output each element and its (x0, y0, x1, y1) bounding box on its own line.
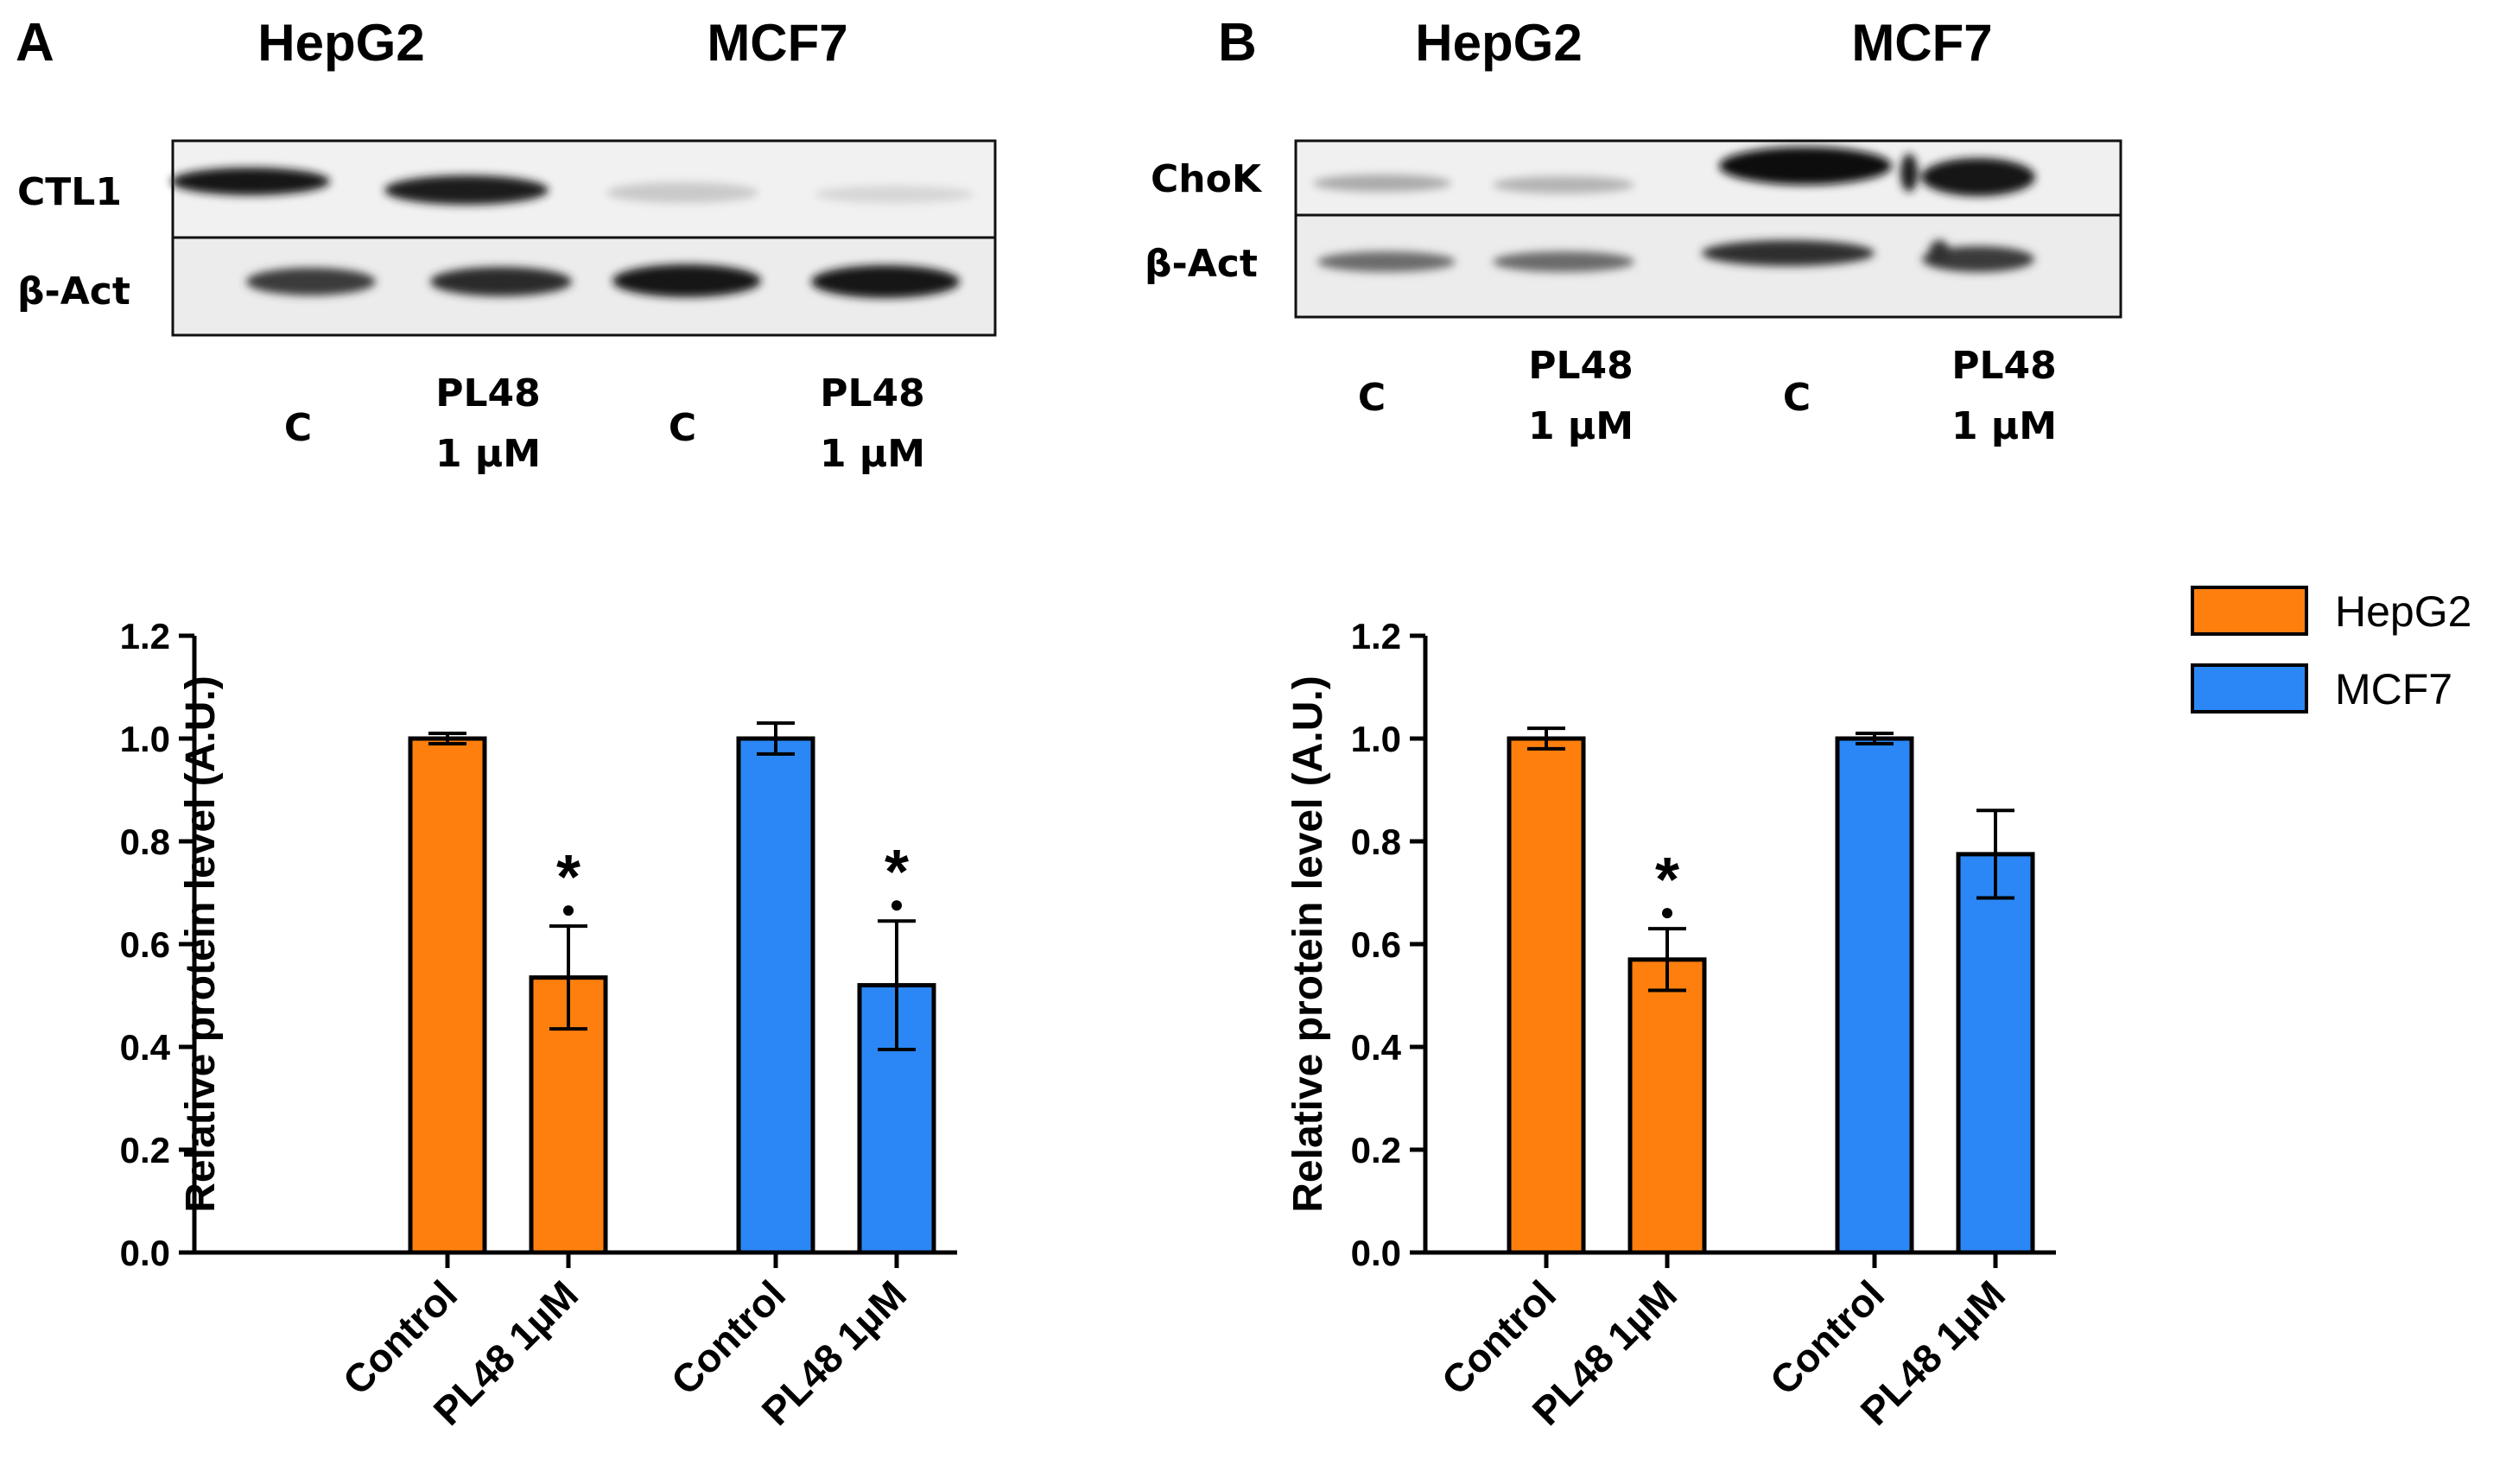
panel-b-lane-label: C (1783, 376, 1811, 420)
panel-a-significance-dot (891, 900, 902, 911)
panel-a-significance-marker: * (885, 838, 909, 907)
panel-a-band (171, 168, 330, 195)
panel-a-y-tick-label: 0.8 (120, 821, 170, 862)
panel-a-band (246, 268, 376, 295)
legend-label-mcf7: MCF7 (2335, 665, 2452, 713)
panel-a-band (606, 182, 758, 203)
panel-a-lane-label: PL48 (435, 371, 541, 415)
panel-a-band (430, 267, 572, 296)
panel-b-y-tick-label: 0.2 (1351, 1130, 1401, 1170)
panel-b: B HepG2 MCF7 ChoK β-Act C P (1145, 13, 2122, 448)
panel-b-bar (1835, 736, 1914, 1255)
panel-a-band (811, 265, 960, 298)
panel-b-significance-marker: * (1655, 846, 1679, 915)
panel-a-band (612, 264, 761, 297)
panel-b-band (1921, 158, 2035, 196)
panel-b-letter: B (1218, 13, 1257, 73)
panel-a-protein-label-actin: β-Act (17, 270, 130, 314)
panel-a-protein-label-target: CTL1 (17, 170, 122, 214)
panel-b-band (1900, 154, 1918, 192)
panel-a-y-tick-label: 1.0 (120, 719, 170, 759)
panel-b-lane-label: C (1358, 376, 1386, 420)
panel-b-band (1929, 240, 1950, 264)
panel-b-bar (1507, 736, 1586, 1255)
panel-b-lane-label: 1 µM (1528, 404, 1634, 448)
panel-a-band (384, 175, 549, 205)
panel-b-blot-header-hepg2: HepG2 (1415, 14, 1582, 72)
panel-b-lane-label: PL48 (1528, 344, 1634, 388)
panel-a-significance-dot (563, 905, 574, 916)
panel-a-blot-image (171, 139, 997, 337)
panel-a-lane-label: PL48 (820, 371, 925, 415)
panel-b-lane-label: PL48 (1951, 344, 2057, 388)
panel-a-y-tick-label: 0.0 (120, 1233, 170, 1273)
legend-swatch-hepg2 (2191, 586, 2308, 636)
panel-b-blot-image (1294, 139, 2122, 319)
panel-a-y-tick-label: 0.6 (120, 924, 170, 965)
panel-b-blot-header-mcf7: MCF7 (1851, 14, 1992, 72)
panel-b-y-tick-label: 0.8 (1351, 821, 1401, 862)
panel-a-y-tick-label: 0.2 (120, 1130, 170, 1170)
panel-a-lane-label: 1 µM (820, 432, 925, 476)
panel-a-blot-header-mcf7: MCF7 (707, 14, 847, 72)
panel-b-y-tick-label: 0.0 (1351, 1233, 1401, 1273)
panel-a-y-axis-title: Relative protein level (A.U.) (178, 675, 224, 1213)
panel-a-blot-header-hepg2: HepG2 (257, 14, 424, 72)
panel-a: A HepG2 MCF7 CTL1 β-Act C PL48 1 µM C (16, 13, 997, 476)
panel-b-protein-label-actin: β-Act (1145, 242, 1258, 286)
legend: HepG2 MCF7 (2191, 586, 2471, 713)
panel-b-band (1317, 251, 1456, 272)
panel-a-lane-label: C (284, 406, 312, 450)
panel-a-significance-marker: * (556, 843, 581, 912)
panel-b-y-tick-label: 0.6 (1351, 924, 1401, 965)
panel-b-band (1493, 176, 1634, 193)
panel-b-bar (1956, 852, 2035, 1255)
panel-a-y-tick-label: 1.2 (120, 616, 170, 656)
panel-a-band (815, 186, 974, 203)
panel-b-y-tick-label: 1.0 (1351, 719, 1401, 759)
legend-swatch-mcf7 (2191, 663, 2308, 713)
panel-a-lane-label: 1 µM (435, 432, 541, 476)
panel-a-bar (408, 736, 487, 1255)
panel-b-band (1719, 147, 1892, 185)
panel-b-bar (1627, 957, 1707, 1255)
panel-b-significance-dot (1662, 908, 1672, 919)
panel-a-letter: A (16, 13, 54, 73)
panel-b-y-tick-label: 1.2 (1351, 616, 1401, 656)
panel-b-y-axis-title: Relative protein level (A.U.) (1285, 675, 1331, 1213)
panel-b-band (1313, 174, 1451, 192)
panel-a-lane-label: C (669, 406, 696, 450)
panel-a-y-tick-label: 0.4 (120, 1027, 171, 1068)
panel-b-protein-label-target: ChoK (1151, 157, 1263, 201)
panel-b-band (1922, 246, 2034, 272)
legend-label-hepg2: HepG2 (2335, 587, 2471, 636)
panel-a-bar (736, 736, 815, 1255)
panel-b-band (1493, 251, 1634, 272)
panel-b-bar-chart: 0.0 0.2 0.4 0.6 0.8 1.0 1.2 Relative protein le… (1285, 616, 2056, 1434)
panel-b-band (1702, 240, 1875, 266)
panel-b-lane-label: 1 µM (1951, 404, 2057, 448)
panel-b-y-tick-label: 0.4 (1351, 1027, 1402, 1068)
